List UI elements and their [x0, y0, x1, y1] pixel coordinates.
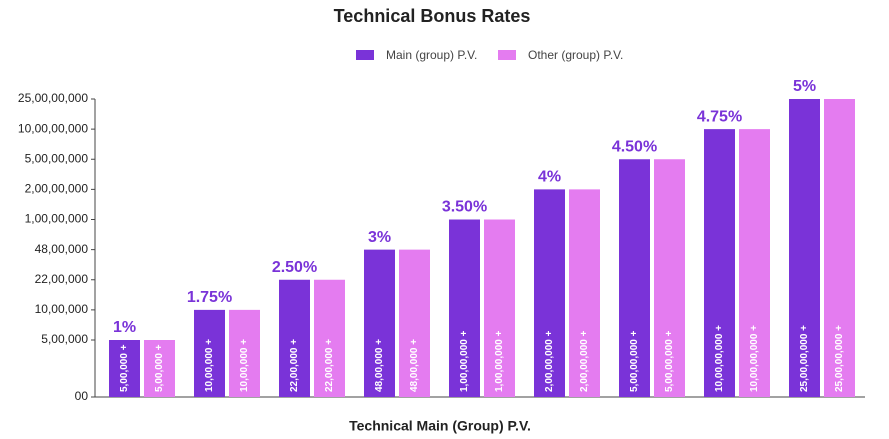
y-tick-label: 25,00,00,000	[18, 91, 88, 105]
bar-label: 2,00,00,000 +	[544, 330, 555, 392]
bar-label: 1,00,00,000 +	[459, 330, 470, 392]
bar	[704, 129, 735, 397]
bar-label: 2,00,00,000 +	[579, 330, 590, 392]
bar-label: 5,00,00,000 +	[629, 330, 640, 392]
legend-swatch	[498, 50, 516, 60]
bar	[144, 340, 175, 397]
x-axis-label: Technical Main (Group) P.V.	[349, 418, 531, 434]
rate-annotation: 2.50%	[272, 259, 317, 276]
bar	[534, 189, 565, 397]
bar-label: 5,00,00,000 +	[664, 330, 675, 392]
y-tick-label: 5,00,000	[41, 332, 88, 346]
y-tick-label: 48,00,000	[35, 242, 89, 256]
bar	[824, 99, 855, 397]
legend-label: Other (group) P.V.	[528, 48, 623, 62]
y-tick-label: 2,00,00,000	[25, 182, 89, 196]
bar	[619, 159, 650, 397]
bar	[279, 279, 310, 397]
bar	[654, 159, 685, 397]
bar	[449, 219, 480, 397]
bar-label: 1,00,00,000 +	[494, 330, 505, 392]
rate-annotation: 3%	[368, 229, 391, 246]
bar	[569, 189, 600, 397]
rate-annotation: 4.75%	[697, 108, 742, 125]
bar-label: 25,00,00,000 +	[834, 325, 845, 392]
bar-label: 48,00,000 +	[409, 339, 420, 392]
bar	[229, 309, 260, 397]
y-tick-label: 1,00,00,000	[25, 212, 89, 226]
y-tick-label: 00	[75, 389, 89, 403]
bar-label: 48,00,000 +	[374, 339, 385, 392]
bar	[739, 129, 770, 397]
bar	[484, 219, 515, 397]
bar-label: 10,00,000 +	[239, 339, 250, 392]
chart-title: Technical Bonus Rates	[334, 6, 531, 26]
rate-annotation: 4%	[538, 169, 561, 186]
bar	[109, 340, 140, 397]
rate-annotation: 5%	[793, 78, 816, 95]
bar-label: 10,00,00,000 +	[714, 325, 725, 392]
bar	[194, 309, 225, 397]
bar-label: 10,00,000 +	[204, 339, 215, 392]
bar	[789, 99, 820, 397]
rate-annotation: 1%	[113, 319, 136, 336]
bar-label: 5,00,000 +	[154, 344, 165, 392]
bar-label: 10,00,00,000 +	[749, 325, 760, 392]
bar	[314, 279, 345, 397]
rate-annotation: 3.50%	[442, 199, 487, 216]
rate-annotation: 4.50%	[612, 138, 657, 155]
bar-label: 25,00,00,000 +	[799, 325, 810, 392]
legend-swatch	[356, 50, 374, 60]
y-tick-label: 10,00,000	[35, 302, 89, 316]
bar-label: 22,00,000 +	[324, 339, 335, 392]
bar	[399, 249, 430, 397]
rate-annotation: 1.75%	[187, 289, 232, 306]
bar	[364, 249, 395, 397]
y-tick-label: 5,00,00,000	[25, 151, 89, 165]
y-tick-label: 22,00,000	[35, 272, 89, 286]
y-tick-label: 10,00,00,000	[18, 121, 88, 135]
legend-label: Main (group) P.V.	[386, 48, 477, 62]
bar-label: 5,00,000 +	[119, 344, 130, 392]
bar-label: 22,00,000 +	[289, 339, 300, 392]
